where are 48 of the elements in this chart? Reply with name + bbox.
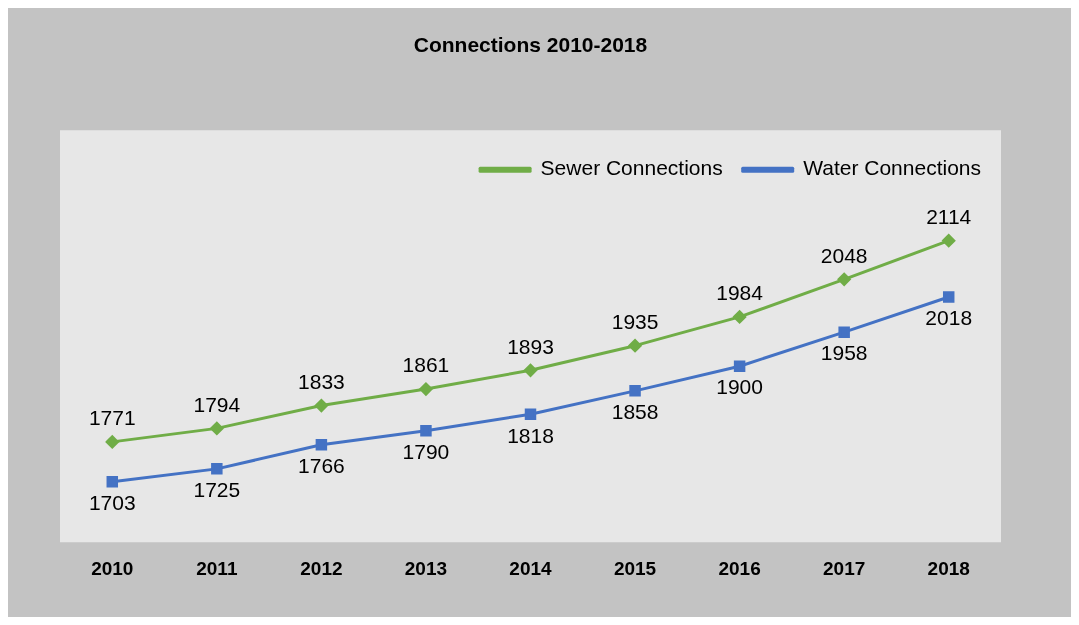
x-tick-label: 2015 [613, 557, 657, 579]
x-tick-label: 2011 [196, 557, 238, 579]
x-tick-label: 2018 [927, 557, 970, 579]
data-label: 1703 [88, 491, 136, 515]
data-label: 1984 [716, 281, 764, 305]
chart-title: Connections 2010-2018 [413, 33, 648, 57]
point [105, 435, 119, 449]
data-label: 2048 [820, 243, 868, 267]
x-tick-label: 2012 [300, 557, 343, 579]
x-tick-label: 2010 [91, 557, 134, 579]
point [314, 399, 328, 413]
point [942, 291, 955, 303]
point [733, 360, 746, 372]
x-tick-label: 2016 [718, 557, 761, 579]
data-label: 1935 [611, 309, 659, 333]
point [106, 476, 119, 488]
point [733, 310, 747, 324]
legend-label: Water Connections [803, 156, 982, 180]
data-label: 1858 [611, 400, 659, 424]
data-label: 1725 [193, 478, 241, 502]
data-label: 1900 [716, 375, 763, 399]
x-tick-label: 2017 [823, 557, 866, 579]
data-label: 1861 [402, 353, 450, 377]
data-label: 1958 [820, 341, 868, 365]
data-label: 1794 [193, 392, 241, 416]
point [629, 385, 641, 397]
point [211, 463, 223, 475]
data-label: 1771 [88, 406, 136, 430]
data-label: 1893 [507, 334, 554, 358]
data-label: 1833 [298, 369, 345, 393]
legend-label: Sewer Connections [540, 156, 723, 180]
x-tick-label: 2013 [404, 557, 448, 579]
point [628, 339, 642, 353]
point [210, 421, 224, 435]
data-label: 1766 [298, 454, 345, 478]
data-label: 1790 [402, 440, 450, 464]
point [524, 363, 537, 377]
point [420, 424, 432, 437]
point [942, 234, 956, 248]
point [524, 408, 537, 421]
data-label: 2018 [925, 306, 973, 330]
point [419, 382, 433, 396]
x-tick-label: 2014 [509, 557, 553, 579]
point [315, 439, 328, 451]
data-label: 2114 [926, 204, 972, 228]
data-label: 1818 [507, 423, 554, 447]
point [837, 272, 851, 286]
point [838, 326, 850, 338]
